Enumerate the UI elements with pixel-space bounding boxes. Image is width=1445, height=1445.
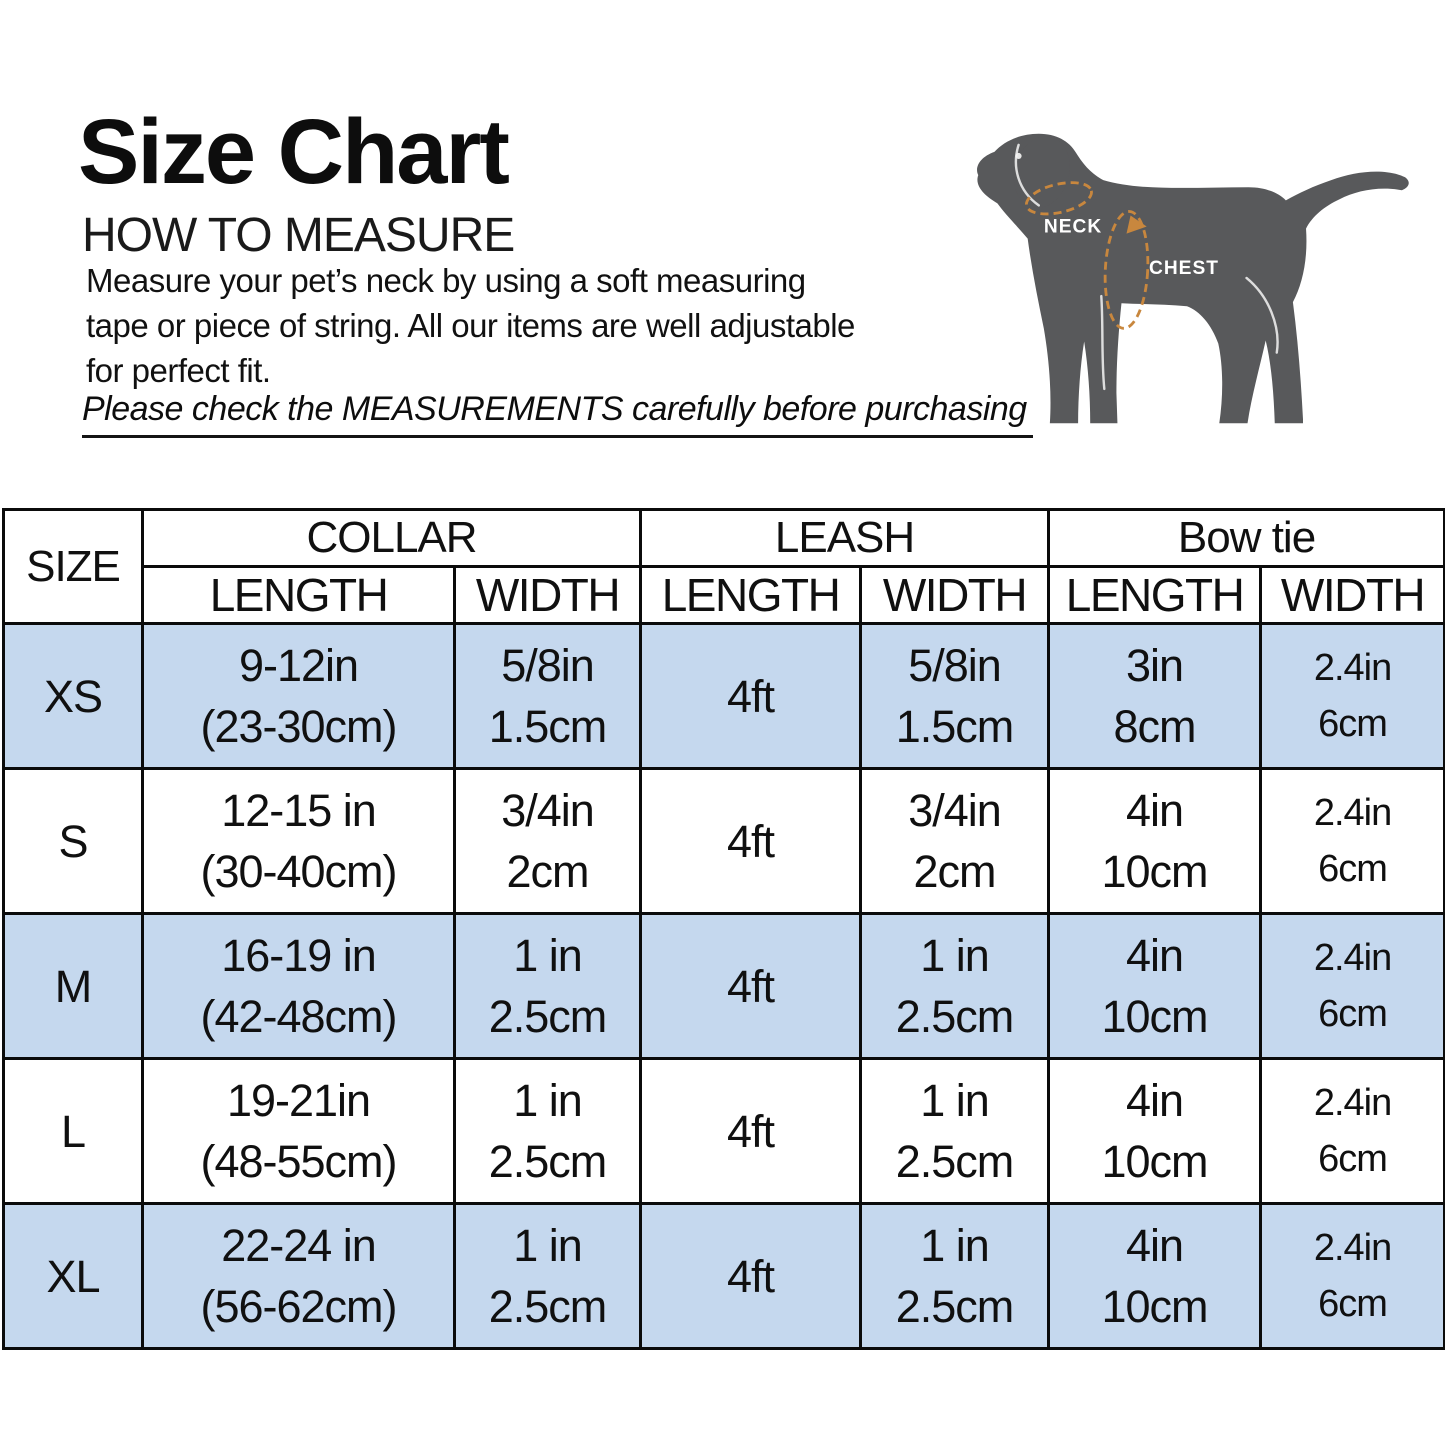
measurement-cell: 4ft [639, 767, 863, 915]
size-cell: L [2, 1057, 144, 1205]
leash-length-header: LENGTH [639, 565, 863, 625]
measurement-cell: 4ft [639, 912, 863, 1060]
bowtie-group-header: Bow tie [1047, 508, 1445, 568]
size-cell: XL [2, 1202, 144, 1350]
bowtie-width-header: WIDTH [1259, 565, 1445, 625]
measurement-cell: 2.4in 6cm [1259, 1057, 1445, 1205]
measurement-cell: 4ft [639, 622, 863, 770]
size-cell: M [2, 912, 144, 1060]
dog-silhouette-illustration: NECK CHEST [977, 133, 1409, 424]
table-row-xs: XS 9-12in (23-30cm) 5/8in 1.5cm 4ft 5/8in 1… [2, 622, 1445, 770]
measurement-cell: 22-24 in (56-62cm) [141, 1202, 456, 1350]
instruction-line: Measure your pet’s neck by using a soft … [86, 262, 806, 299]
table-row-xl: XL 22-24 in (56-62cm) 1 in 2.5cm 4ft 1 in 2… [2, 1202, 1445, 1350]
leash-group-header: LEASH [639, 508, 1051, 568]
collar-width-header: WIDTH [452, 565, 643, 625]
chest-measure-ellipse [1103, 210, 1150, 330]
collar-group-header: COLLAR [140, 508, 643, 568]
measurement-cell: 1 in 2.5cm [452, 1202, 643, 1350]
measurement-cell: 1 in 2.5cm [859, 1057, 1051, 1205]
table-row-m: M 16-19 in (42-48cm) 1 in 2.5cm 4ft 1 in 2.… [2, 912, 1445, 1060]
dog-ear-shape [1013, 136, 1070, 208]
measure-instructions: Measure your pet’s neck by using a soft … [86, 258, 855, 393]
bowtie-length-header: LENGTH [1047, 565, 1263, 625]
instruction-line: tape or piece of string. All our items a… [86, 307, 855, 344]
size-table: SIZE COLLAR LEASH Bow tie LENGTH WIDTH L… [2, 508, 1445, 1350]
measurement-cell: 16-19 in (42-48cm) [141, 912, 456, 1060]
measurement-cell: 4in 10cm [1047, 912, 1263, 1060]
measurement-cell: 1 in 2.5cm [859, 912, 1051, 1060]
dog-ear-highlight [1014, 143, 1040, 207]
measurement-cell: 4ft [639, 1057, 863, 1205]
size-cell: S [2, 767, 144, 915]
size-cell: XS [2, 622, 144, 770]
leash-width-header: WIDTH [859, 565, 1051, 625]
measurement-cell: 4in 10cm [1047, 1202, 1263, 1350]
measurement-cell: 3/4in 2cm [859, 767, 1051, 915]
chest-label: CHEST [1149, 258, 1219, 279]
measurement-cell: 3/4in 2cm [452, 767, 643, 915]
table-sub-header-row: LENGTH WIDTH LENGTH WIDTH LENGTH WIDTH [4, 565, 1445, 625]
measurement-cell: 9-12in (23-30cm) [141, 622, 456, 770]
measurement-cell: 1 in 2.5cm [452, 912, 643, 1060]
how-to-measure-heading: HOW TO MEASURE [82, 209, 515, 262]
neck-measure-ellipse [1024, 181, 1093, 216]
page-title: Size Chart [78, 101, 510, 203]
collar-length-header: LENGTH [141, 565, 456, 625]
measurement-cell: 5/8in 1.5cm [859, 622, 1051, 770]
measurement-cell: 4ft [639, 1202, 863, 1350]
measurement-cell: 2.4in 6cm [1259, 767, 1445, 915]
table-row-l: L 19-21in (48-55cm) 1 in 2.5cm 4ft 1 in 2.5… [2, 1057, 1445, 1205]
instruction-line: for perfect fit. [86, 352, 271, 389]
measurement-cell: 12-15 in (30-40cm) [141, 767, 456, 915]
measurement-cell: 3in 8cm [1047, 622, 1263, 770]
measurement-cell: 19-21in (48-55cm) [141, 1057, 456, 1205]
measurement-cell: 5/8in 1.5cm [452, 622, 643, 770]
measurement-cell: 4in 10cm [1047, 1057, 1263, 1205]
measurement-cell: 1 in 2.5cm [859, 1202, 1051, 1350]
dog-body-shape [977, 133, 1409, 424]
measurement-cell: 2.4in 6cm [1259, 622, 1445, 770]
table-group-header-row: SIZE COLLAR LEASH Bow tie [2, 508, 1445, 625]
dog-shoulder-highlight [1100, 294, 1106, 391]
purchase-note: Please check the MEASUREMENTS carefully … [82, 390, 1033, 438]
neck-label: NECK [1044, 217, 1102, 238]
measure-arrow-icon [1126, 215, 1147, 234]
measurement-cell: 2.4in 6cm [1259, 1202, 1445, 1350]
dog-haunch-highlight [1245, 276, 1279, 354]
size-column-header: SIZE [2, 508, 144, 625]
measurement-cell: 4in 10cm [1047, 767, 1263, 915]
measurement-cell: 1 in 2.5cm [452, 1057, 643, 1205]
measurement-cell: 2.4in 6cm [1259, 912, 1445, 1060]
table-row-s: S 12-15 in (30-40cm) 3/4in 2cm 4ft 3/4in 2c… [2, 767, 1445, 915]
dog-measurement-diagram: NECK CHEST [948, 98, 1422, 462]
